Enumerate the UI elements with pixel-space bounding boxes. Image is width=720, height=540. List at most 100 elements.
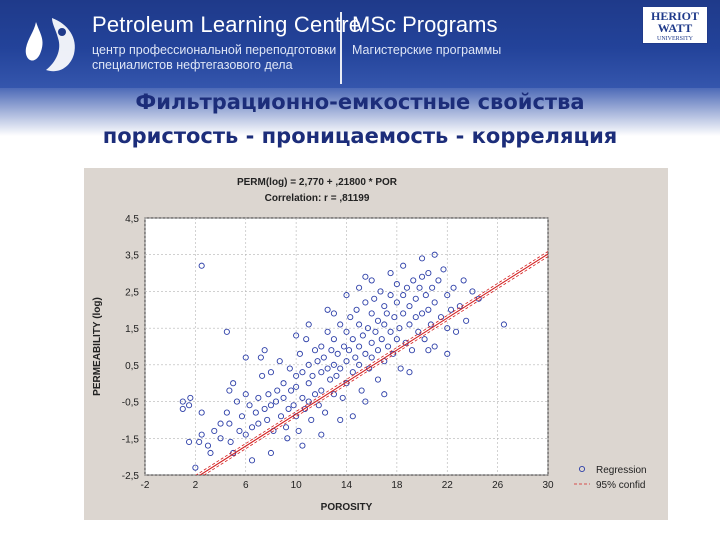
data-point xyxy=(324,306,331,313)
data-point xyxy=(236,427,243,434)
data-point xyxy=(252,409,259,416)
heriot-watt-logo: HERIOT WATT UNIVERSITY xyxy=(642,6,708,44)
droplet-emblem-icon xyxy=(25,18,75,72)
data-point xyxy=(186,438,193,446)
data-point xyxy=(293,332,300,339)
data-point xyxy=(460,277,467,284)
data-point xyxy=(347,314,354,321)
data-point xyxy=(349,369,356,376)
data-point xyxy=(343,328,350,335)
data-point xyxy=(242,354,249,361)
data-point xyxy=(324,328,331,335)
data-point xyxy=(226,420,233,427)
logo-line-3: UNIVERSITY xyxy=(657,36,693,42)
data-point xyxy=(453,328,460,335)
data-point xyxy=(425,270,432,277)
data-point xyxy=(318,369,325,376)
data-point xyxy=(422,292,429,299)
data-point xyxy=(255,420,262,427)
x-tick-label: 26 xyxy=(492,480,504,491)
data-point xyxy=(293,383,300,390)
data-point xyxy=(356,343,363,350)
data-point xyxy=(463,317,470,324)
data-point xyxy=(277,413,285,420)
data-point xyxy=(334,350,341,357)
x-tick-label: 30 xyxy=(542,480,554,491)
data-point xyxy=(308,416,315,423)
data-point xyxy=(179,405,186,412)
data-point xyxy=(333,372,340,379)
data-point xyxy=(406,321,413,328)
data-point xyxy=(314,358,321,365)
x-tick-label: 2 xyxy=(193,480,199,491)
data-point xyxy=(419,310,426,317)
data-point xyxy=(295,427,302,434)
data-point xyxy=(223,328,230,335)
data-point xyxy=(368,354,375,361)
data-point xyxy=(320,354,327,361)
x-tick-label: 6 xyxy=(243,480,249,491)
data-point xyxy=(362,350,369,357)
data-point xyxy=(349,336,356,343)
data-point xyxy=(378,336,385,343)
data-point xyxy=(305,361,312,368)
data-point xyxy=(425,347,432,354)
data-point xyxy=(383,310,390,317)
data-point xyxy=(349,413,356,420)
slide-title-line-2: пористость - проницаемость - корреляция xyxy=(102,124,618,148)
x-tick-label: 10 xyxy=(291,480,303,491)
data-point xyxy=(435,277,442,284)
data-point xyxy=(403,284,411,291)
data-point xyxy=(280,380,287,387)
legend-label-regression: Regression xyxy=(596,465,647,476)
data-point xyxy=(192,464,199,471)
data-point xyxy=(305,321,312,328)
data-point xyxy=(280,394,287,401)
data-point xyxy=(431,251,438,258)
data-point xyxy=(264,416,271,423)
data-point xyxy=(345,347,353,354)
data-point xyxy=(318,387,325,394)
data-point xyxy=(419,255,426,262)
data-point xyxy=(410,277,417,284)
data-point xyxy=(259,372,266,379)
data-point xyxy=(217,435,224,442)
data-point xyxy=(431,343,438,350)
data-point xyxy=(309,372,316,379)
data-point xyxy=(374,376,382,383)
data-point xyxy=(299,394,306,401)
data-point xyxy=(337,321,344,328)
data-point xyxy=(248,424,256,431)
data-point xyxy=(179,398,186,405)
data-point xyxy=(387,270,394,277)
data-point xyxy=(267,369,274,376)
data-point xyxy=(425,306,432,313)
data-point xyxy=(343,358,350,365)
header-bar xyxy=(0,0,720,88)
data-point xyxy=(444,292,451,299)
org-subtitle-line-1: центр профессиональной переподготовки xyxy=(92,43,337,57)
data-point xyxy=(282,424,290,431)
data-point xyxy=(242,391,249,398)
data-point xyxy=(366,365,373,372)
regression-line xyxy=(199,253,548,475)
data-point xyxy=(311,391,319,398)
data-point xyxy=(362,273,369,280)
data-point xyxy=(227,438,234,446)
y-tick-label: 2,5 xyxy=(125,287,139,298)
data-point xyxy=(246,402,253,409)
data-point xyxy=(337,416,344,423)
data-point xyxy=(339,394,346,401)
data-point xyxy=(381,303,388,310)
data-point xyxy=(230,380,237,387)
data-point xyxy=(397,365,404,372)
data-point xyxy=(408,347,416,354)
data-point xyxy=(364,325,371,332)
data-point xyxy=(330,336,337,343)
data-point xyxy=(421,336,428,343)
data-point xyxy=(242,431,249,438)
data-point xyxy=(217,420,224,427)
x-tick-label: 14 xyxy=(341,480,353,491)
data-point xyxy=(196,438,203,446)
data-point xyxy=(255,394,262,401)
